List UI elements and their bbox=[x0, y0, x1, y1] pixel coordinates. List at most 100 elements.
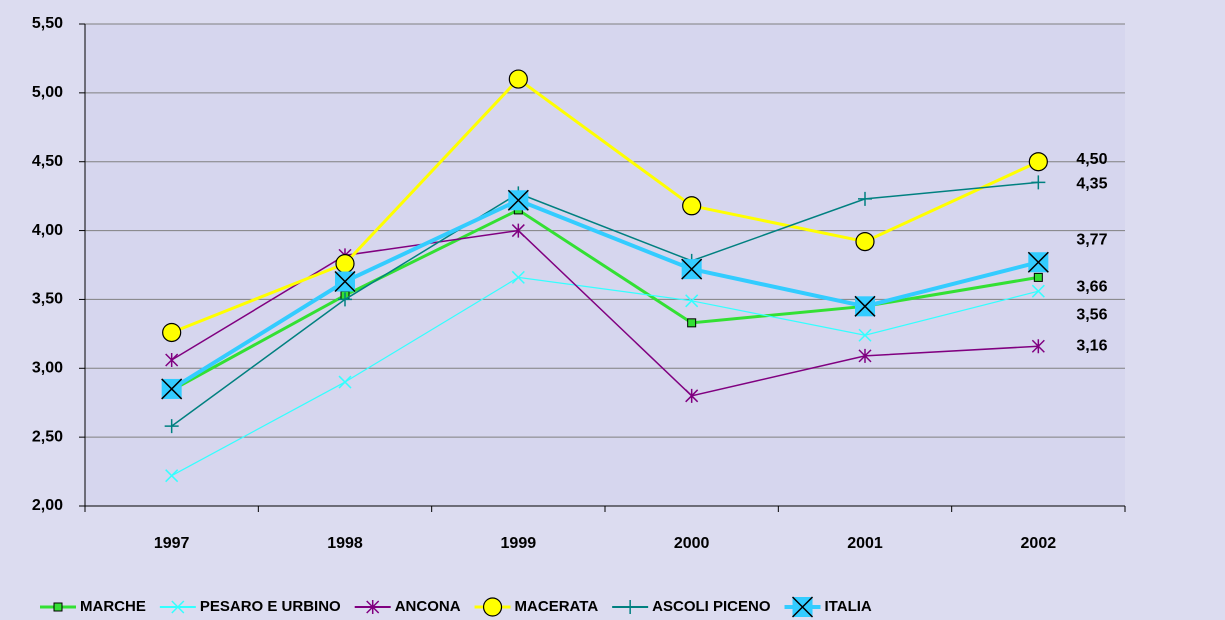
marker bbox=[1033, 272, 1043, 282]
marker-shape bbox=[165, 469, 179, 483]
x-tick-label: 1997 bbox=[154, 535, 190, 552]
series-line bbox=[170, 208, 1039, 392]
x-tick-label: 2000 bbox=[674, 535, 710, 552]
marker-shape bbox=[161, 378, 183, 400]
series-line bbox=[171, 276, 1039, 477]
marker bbox=[338, 375, 352, 389]
y-tick-label: 3,00 bbox=[32, 360, 63, 377]
marker bbox=[165, 469, 179, 483]
marker-shape bbox=[366, 600, 380, 614]
legend-marker bbox=[171, 600, 185, 614]
data-label: 3,56 bbox=[1076, 306, 1107, 323]
marker-shape bbox=[1031, 339, 1045, 354]
y-tick-label: 3,50 bbox=[32, 291, 63, 308]
legend-label: ASCOLI PICENO bbox=[652, 598, 771, 615]
marker-shape bbox=[858, 191, 872, 206]
marker bbox=[507, 189, 529, 211]
marker-shape bbox=[858, 348, 872, 363]
marker bbox=[1027, 251, 1049, 273]
legend-label: MARCHE bbox=[80, 598, 146, 615]
marker bbox=[858, 328, 872, 342]
y-tick-label: 4,00 bbox=[32, 222, 63, 239]
marker bbox=[335, 254, 355, 274]
marker bbox=[1031, 175, 1046, 190]
series-line bbox=[170, 198, 1039, 391]
legend-marker bbox=[482, 597, 503, 617]
x-tick-label: 1999 bbox=[501, 535, 537, 552]
marker-shape bbox=[1031, 284, 1045, 298]
data-label: 3,77 bbox=[1076, 231, 1107, 248]
marker bbox=[162, 322, 182, 343]
marker bbox=[687, 318, 697, 328]
series-line bbox=[171, 77, 1039, 334]
data-label: 3,66 bbox=[1076, 279, 1107, 296]
marker bbox=[1031, 284, 1045, 298]
marker-shape bbox=[687, 318, 697, 328]
marker bbox=[854, 295, 876, 317]
marker bbox=[682, 196, 702, 216]
legend-marker bbox=[366, 600, 380, 614]
marker-shape bbox=[508, 69, 528, 89]
marker bbox=[511, 270, 525, 284]
marker bbox=[685, 388, 699, 403]
marker-shape bbox=[338, 292, 352, 307]
marker-shape bbox=[858, 328, 872, 342]
data-label: 4,35 bbox=[1076, 176, 1107, 193]
y-tick-label: 2,00 bbox=[32, 497, 63, 514]
marker bbox=[855, 231, 875, 252]
legend-label: MACERATA bbox=[515, 598, 599, 615]
marker-shape bbox=[334, 270, 356, 293]
marker-shape bbox=[1027, 251, 1049, 273]
marker-shape bbox=[507, 189, 529, 211]
marker-shape bbox=[682, 196, 702, 216]
marker-shape bbox=[335, 254, 355, 274]
marker bbox=[858, 348, 872, 363]
marker bbox=[161, 378, 183, 400]
legend-label: PESARO E URBINO bbox=[200, 598, 341, 615]
marker bbox=[338, 292, 352, 307]
legend-marker bbox=[53, 602, 63, 612]
marker-shape bbox=[855, 231, 875, 252]
marker-shape bbox=[791, 596, 814, 618]
series-line bbox=[171, 181, 1039, 427]
marker-shape bbox=[854, 295, 876, 317]
y-tick-label: 5,00 bbox=[32, 84, 63, 101]
marker-shape bbox=[685, 294, 699, 308]
marker-shape bbox=[623, 600, 638, 614]
marker-shape bbox=[685, 388, 699, 403]
marker-shape bbox=[1031, 175, 1046, 190]
marker-shape bbox=[482, 597, 503, 617]
marker-shape bbox=[165, 353, 179, 368]
y-tick-label: 2,50 bbox=[32, 428, 63, 445]
marker-shape bbox=[338, 375, 352, 389]
marker-shape bbox=[171, 600, 185, 614]
series-line bbox=[171, 229, 1039, 397]
marker bbox=[685, 294, 699, 308]
data-label: 3,16 bbox=[1076, 337, 1107, 354]
data-label: 4,50 bbox=[1076, 151, 1107, 168]
legend-label: ITALIA bbox=[825, 598, 872, 615]
y-tick-label: 5,50 bbox=[32, 15, 63, 32]
marker-shape bbox=[681, 258, 703, 280]
marker bbox=[511, 223, 525, 238]
marker bbox=[164, 419, 179, 434]
marker-shape bbox=[1028, 152, 1048, 172]
marker bbox=[1028, 152, 1048, 172]
x-tick-label: 2001 bbox=[847, 535, 883, 552]
marker bbox=[508, 69, 528, 89]
marker-shape bbox=[53, 602, 63, 612]
marker bbox=[1031, 339, 1045, 354]
marker-shape bbox=[1033, 272, 1043, 282]
marker bbox=[681, 258, 703, 280]
x-tick-label: 1998 bbox=[327, 535, 363, 552]
marker bbox=[858, 191, 872, 206]
marker-shape bbox=[162, 322, 182, 343]
marker bbox=[334, 270, 356, 293]
x-tick-label: 2002 bbox=[1021, 535, 1057, 552]
legend-marker bbox=[623, 600, 638, 614]
legend-label: ANCONA bbox=[395, 598, 461, 615]
marker-shape bbox=[511, 223, 525, 238]
marker-shape bbox=[511, 270, 525, 284]
marker bbox=[165, 353, 179, 368]
